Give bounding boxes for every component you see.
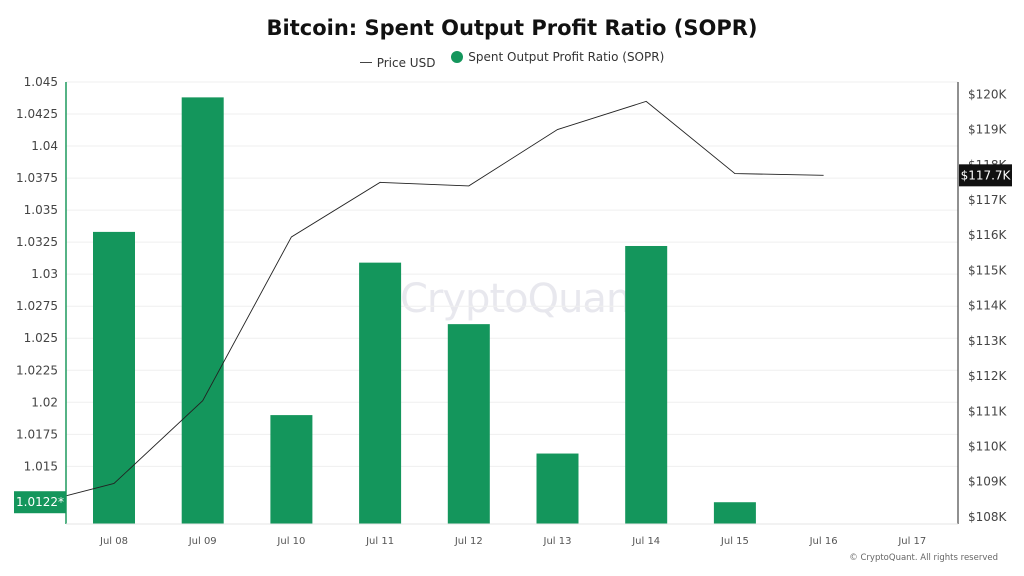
bars-layer	[93, 97, 756, 525]
y-left-tick-label: 1.0325	[16, 235, 58, 249]
sopr-bar	[93, 231, 135, 525]
watermark: CryptoQuant	[400, 276, 646, 322]
y-left-tick-label: 1.045	[24, 75, 58, 89]
x-tick-label: Jul 17	[897, 536, 926, 547]
x-tick-label: Jul 10	[276, 536, 305, 547]
legend-item-price[interactable]: Price USD	[359, 55, 436, 70]
x-tick-label: Jul 08	[99, 536, 128, 547]
y-right-tick-label: $113K	[968, 334, 1008, 348]
y-left-tick-label: 1.03	[31, 267, 58, 281]
y-right-tick-label: $117K	[968, 193, 1008, 207]
chart-title: Bitcoin: Spent Output Profit Ratio (SOPR…	[266, 16, 758, 40]
price-line-layer	[65, 100, 824, 497]
y-left-tick-label: 1.025	[24, 331, 58, 345]
y-left-tick-label: 1.0175	[16, 427, 58, 441]
y-left-tick-label: 1.0225	[16, 363, 58, 377]
sopr-bar	[713, 502, 756, 524]
x-tick-label: Jul 11	[365, 536, 394, 547]
x-tick-label: Jul 16	[809, 536, 838, 547]
legend-price-label: Price USD	[376, 55, 436, 70]
sopr-bar	[447, 324, 490, 524]
y-left-tick-label: 1.0275	[16, 299, 58, 313]
x-tick-label: Jul 09	[188, 536, 217, 547]
y-left-tick-label: 1.0425	[16, 107, 58, 121]
y-right-tick-label: $111K	[968, 404, 1008, 418]
sopr-bar	[536, 453, 579, 524]
legend-item-sopr[interactable]: Spent Output Profit Ratio (SOPR)	[451, 50, 664, 64]
axes-layer: 1.045 1.0425 1.04 1.0375 1.035 1.0325 1.03 1.02…	[14, 75, 1012, 547]
y-left-tick-label: 1.04	[31, 139, 58, 153]
x-tick-label: Jul 12	[454, 536, 483, 547]
y-right-tick-label: $115K	[968, 263, 1008, 277]
x-tick-label: Jul 14	[631, 536, 660, 547]
y-right-tick-label: $116K	[968, 228, 1008, 242]
y-left-tick-label: 1.015	[24, 459, 58, 473]
copyright: © CryptoQuant. All rights reserved	[849, 553, 998, 563]
x-tick-label: Jul 15	[720, 536, 749, 547]
y-left-tick-label: 1.035	[24, 203, 58, 217]
price-last-value-label: $117.7K	[961, 168, 1012, 182]
y-right-tick-label: $119K	[968, 123, 1008, 137]
legend-sopr-label: Spent Output Profit Ratio (SOPR)	[468, 50, 665, 64]
sopr-last-value-badge	[14, 491, 66, 514]
sopr-bar	[359, 262, 402, 524]
price-last-value-badge	[959, 164, 1012, 187]
sopr-bar	[181, 97, 224, 525]
sopr-last-value-label: 1.0122*	[16, 495, 64, 509]
x-tick-label: Jul 13	[543, 536, 572, 547]
price-line	[65, 100, 824, 497]
y-right-tick-label: $112K	[968, 369, 1008, 383]
y-right-tick-label: $108K	[968, 510, 1008, 524]
sopr-bar	[625, 245, 668, 524]
y-right-tick-label: $110K	[968, 440, 1008, 454]
y-right-tick-label: $114K	[968, 299, 1008, 313]
price-line-swatch	[359, 62, 372, 63]
y-right-tick-label: $109K	[968, 475, 1008, 489]
y-left-tick-label: 1.0375	[16, 171, 58, 185]
y-left-tick-label: 1.02	[31, 395, 58, 409]
sopr-bar	[270, 415, 313, 524]
y-right-tick-label: $120K	[968, 87, 1008, 101]
sopr-dot-swatch	[451, 51, 464, 63]
chart-legend: Price USD Spent Output Profit Ratio (SOP…	[0, 50, 1024, 70]
